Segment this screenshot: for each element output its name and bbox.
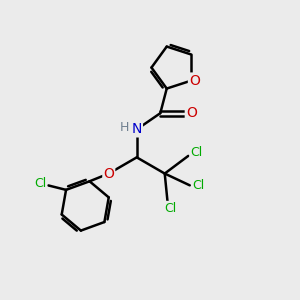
Text: H: H — [120, 121, 129, 134]
Text: O: O — [103, 167, 114, 181]
Text: O: O — [186, 106, 197, 120]
Text: Cl: Cl — [164, 202, 177, 215]
Text: Cl: Cl — [190, 146, 202, 159]
Text: Cl: Cl — [34, 178, 46, 190]
Text: O: O — [189, 74, 200, 88]
Text: N: N — [132, 122, 142, 136]
Text: Cl: Cl — [193, 179, 205, 192]
